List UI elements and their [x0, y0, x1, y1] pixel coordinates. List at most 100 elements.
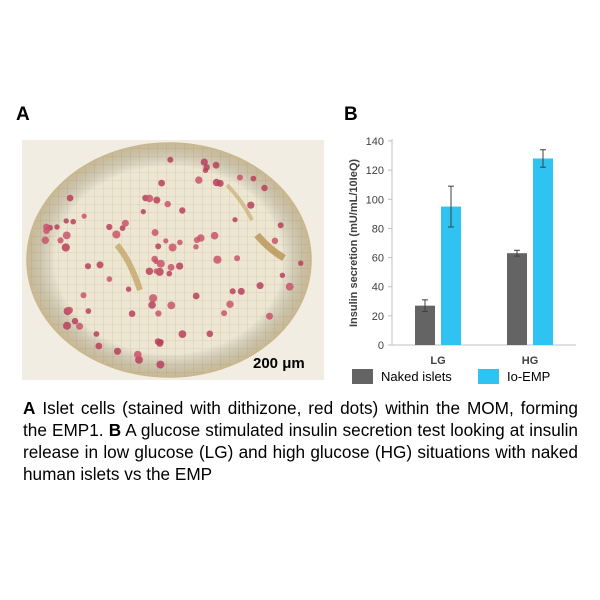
legend-label-naked: Naked islets — [381, 369, 452, 384]
stained-cell-dot — [193, 244, 199, 250]
stained-cell-dot — [106, 223, 113, 231]
islet-micrograph — [22, 140, 324, 380]
stained-cell-dot — [277, 222, 284, 229]
stained-cell-dot — [212, 178, 221, 187]
stained-cell-dot — [156, 360, 165, 369]
stained-cell-dot — [155, 310, 162, 317]
figure-caption: A Islet cells (stained with dithizone, r… — [23, 397, 578, 485]
stained-cell-dot — [271, 237, 279, 244]
stained-cell-dot — [54, 224, 60, 230]
stained-cell-dot — [256, 282, 264, 290]
caption-b-text: A glucose stimulated insulin secretion t… — [23, 420, 578, 484]
stained-cell-dot — [210, 231, 219, 240]
stained-cell-dot — [212, 161, 220, 169]
bar-naked-lg — [415, 305, 435, 345]
stained-cell-dot — [197, 234, 205, 242]
stained-cell-dot — [164, 200, 171, 208]
stained-cell-dot — [266, 312, 273, 320]
panel-b-label: B — [344, 104, 358, 125]
stained-cell-dot — [81, 213, 87, 219]
stained-cell-dot — [84, 263, 92, 270]
y-tick-label: 120 — [366, 165, 384, 177]
legend-label-emp: Io-EMP — [507, 369, 551, 384]
stained-cell-dot — [71, 317, 79, 325]
stained-cell-dot — [232, 217, 238, 223]
legend-item-emp: Io-EMP — [478, 369, 550, 384]
stained-cell-dot — [179, 207, 186, 214]
stained-cell-dot — [166, 270, 173, 277]
stained-cell-dot — [229, 288, 236, 295]
stained-cell-dot — [121, 219, 129, 227]
stained-cell-dot — [112, 230, 121, 239]
panel-a-label: A — [16, 104, 30, 125]
stained-cell-dot — [66, 194, 74, 202]
stained-cell-dot — [151, 255, 158, 263]
stained-cell-dot — [149, 294, 158, 303]
stained-cell-dot — [279, 272, 286, 278]
stained-cell-dot — [178, 330, 187, 338]
stained-cell-dot — [226, 300, 234, 308]
y-tick-label: 20 — [372, 311, 384, 323]
stained-cell-dot — [237, 287, 245, 295]
stained-cell-dot — [119, 225, 126, 231]
stained-cell-dot — [43, 223, 50, 230]
stained-cell-dot — [202, 167, 209, 173]
y-tick-label: 40 — [372, 282, 384, 294]
stained-cell-dot — [61, 243, 70, 252]
legend-swatch-naked — [352, 369, 373, 384]
stained-cell-dot — [148, 301, 156, 309]
bar-naked-hg — [507, 253, 527, 345]
stained-cell-dot — [85, 308, 92, 314]
stained-cell-dot — [41, 236, 49, 244]
dithizone-stained-cells — [41, 156, 304, 369]
stained-cell-dot — [213, 255, 222, 264]
caption-a-label: A — [23, 398, 36, 418]
stained-cell-dot — [167, 301, 176, 310]
legend-swatch-emp — [478, 369, 499, 384]
stained-cell-dot — [63, 218, 69, 224]
caption-a-text: Islet cells (stained with dithizone, red… — [23, 398, 578, 440]
stained-cell-dot — [261, 184, 268, 192]
stained-cell-dot — [167, 263, 175, 271]
stained-cell-dot — [145, 194, 154, 203]
stained-cell-dot — [285, 282, 294, 291]
stained-cell-dot — [57, 237, 64, 244]
stained-cell-dot — [62, 231, 71, 240]
bar-emp-hg — [533, 158, 553, 345]
stained-cell-dot — [134, 350, 142, 359]
stained-cell-dot — [155, 243, 162, 250]
y-tick-label: 80 — [372, 223, 384, 235]
stained-cell-dot — [96, 261, 104, 269]
caption-b-label: B — [108, 420, 122, 440]
stained-cell-dot — [63, 321, 71, 330]
stained-cell-dot — [168, 243, 177, 252]
stained-cell-dot — [234, 255, 241, 262]
y-tick-label: 0 — [378, 340, 384, 352]
stained-cell-dot — [128, 310, 136, 317]
stained-cell-dot — [153, 268, 159, 274]
y-tick-label: 140 — [366, 136, 384, 148]
stained-cell-dot — [95, 342, 103, 350]
stained-cell-dot — [158, 179, 166, 187]
insulin-secretion-chart: 0 20 40 60 80 100 120 140 Insulin secretion (mU/… — [348, 136, 576, 367]
stained-cell-dot — [93, 331, 100, 337]
stained-cell-dot — [80, 292, 87, 299]
x-category-label: HG — [522, 355, 539, 367]
stained-cell-dot — [195, 176, 203, 184]
stained-cell-dot — [237, 174, 243, 181]
y-tick-label: 60 — [372, 253, 384, 265]
stained-cell-dot — [156, 259, 165, 268]
legend-item-naked: Naked islets — [352, 369, 452, 384]
stained-cell-dot — [70, 218, 76, 225]
stained-cell-dot — [153, 196, 161, 204]
stained-cell-dot — [125, 286, 132, 292]
stained-cell-dot — [298, 260, 304, 266]
y-axis-label: Insulin secretion (mU/mL/10IeQ) — [348, 159, 360, 327]
stained-cell-dot — [177, 239, 183, 246]
scale-bar-label: 200 μm — [253, 355, 305, 372]
stained-cell-dot — [158, 339, 164, 345]
stained-cell-dot — [206, 330, 214, 338]
stained-cell-dot — [247, 201, 255, 209]
stained-cell-dot — [200, 158, 208, 166]
stained-cell-dot — [167, 156, 174, 163]
